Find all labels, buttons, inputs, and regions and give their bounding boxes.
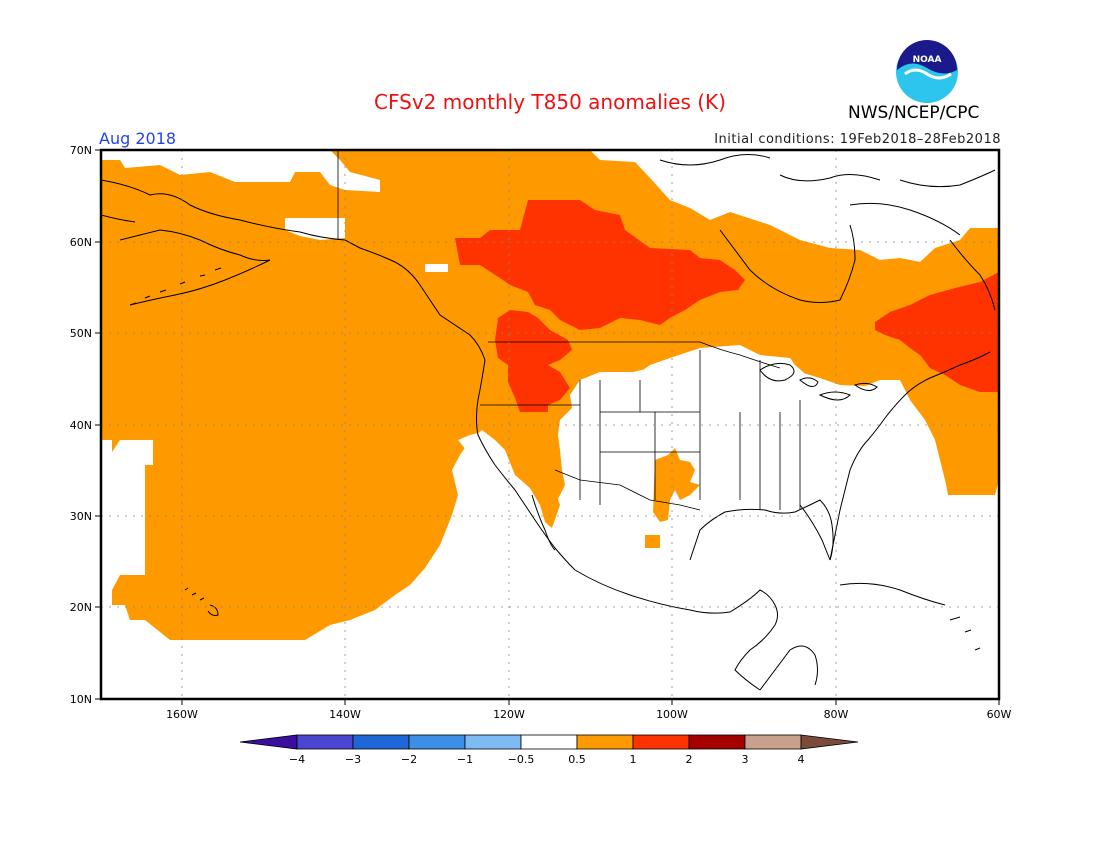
colorbar-bin (744, 734, 802, 750)
colorbar-label: 1 (630, 753, 637, 766)
anomaly-region-red-west (495, 310, 572, 412)
lon-label-120w: 120W (493, 708, 525, 721)
map-title: CFSv2 monthly T850 anomalies (K) (0, 90, 1100, 114)
coastlines (101, 154, 996, 691)
lat-label-30n: 30N (70, 510, 92, 523)
lon-label-80w: 80W (824, 708, 849, 721)
lat-label-40n: 40N (70, 419, 92, 432)
lon-label-60w: 60W (987, 708, 1012, 721)
colorbar-bin (408, 734, 466, 750)
political-borders (337, 150, 801, 511)
colorbar-bin (632, 734, 690, 750)
colorbar-arrow-high (800, 734, 859, 750)
colorbar-label: −1 (457, 753, 473, 766)
anomaly-field (101, 150, 999, 699)
colorbar-label: −0.5 (508, 753, 535, 766)
latitude-axis: 70N 60N 50N 40N 30N 20N 10N (70, 144, 101, 706)
longitude-axis: 160W 140W 120W 100W 80W 60W (166, 699, 1012, 721)
colorbar-bin (296, 734, 354, 750)
anomaly-gap-bering (285, 218, 345, 240)
colorbar-bin (352, 734, 410, 750)
anomaly-region-orange-baja (530, 488, 560, 528)
colorbar-label: 3 (742, 753, 749, 766)
colorbar (239, 734, 859, 750)
lat-label-20n: 20N (70, 601, 92, 614)
lat-label-70n: 70N (70, 144, 92, 157)
lon-label-140w: 140W (329, 708, 361, 721)
colorbar-arrow-low (239, 734, 298, 750)
graticule (101, 150, 999, 699)
colorbar-bin (464, 734, 522, 750)
colorbar-bin (688, 734, 746, 750)
lon-label-160w: 160W (166, 708, 198, 721)
anomaly-region-orange-mexico (645, 535, 660, 548)
colorbar-label: −3 (345, 753, 361, 766)
lat-label-50n: 50N (70, 327, 92, 340)
noaa-logo: NOAA (896, 40, 958, 103)
lon-label-100w: 100W (656, 708, 688, 721)
anomaly-region-red-canada (455, 200, 745, 330)
colorbar-label: −2 (401, 753, 417, 766)
colorbar-bin (520, 734, 578, 750)
colorbar-label: −4 (289, 753, 305, 766)
anomaly-gap-south (458, 350, 999, 699)
lat-label-60n: 60N (70, 236, 92, 249)
anomaly-region-orange-southwest (653, 448, 700, 522)
colorbar-label: 0.5 (568, 753, 586, 766)
agency-label: NWS/NCEP/CPC (848, 103, 980, 123)
map-title-text: CFSv2 monthly T850 anomalies (K) (374, 90, 726, 114)
colorbar-labels: −4 −3 −2 −1 −0.5 0.5 1 2 3 4 (289, 753, 805, 766)
anomaly-gap-arctic (640, 150, 999, 258)
forecast-period: Aug 2018 (99, 129, 177, 148)
anomaly-gap-canada-west (425, 264, 448, 272)
colorbar-label: 2 (686, 753, 693, 766)
lat-label-10n: 10N (70, 693, 92, 706)
anomaly-gap-alaska (101, 150, 380, 192)
colorbar-label: 4 (798, 753, 805, 766)
initial-conditions: Initial conditions: 19Feb2018–28Feb2018 (714, 132, 1001, 147)
colorbar-bin (576, 734, 634, 750)
logo-text: NOAA (913, 55, 942, 65)
